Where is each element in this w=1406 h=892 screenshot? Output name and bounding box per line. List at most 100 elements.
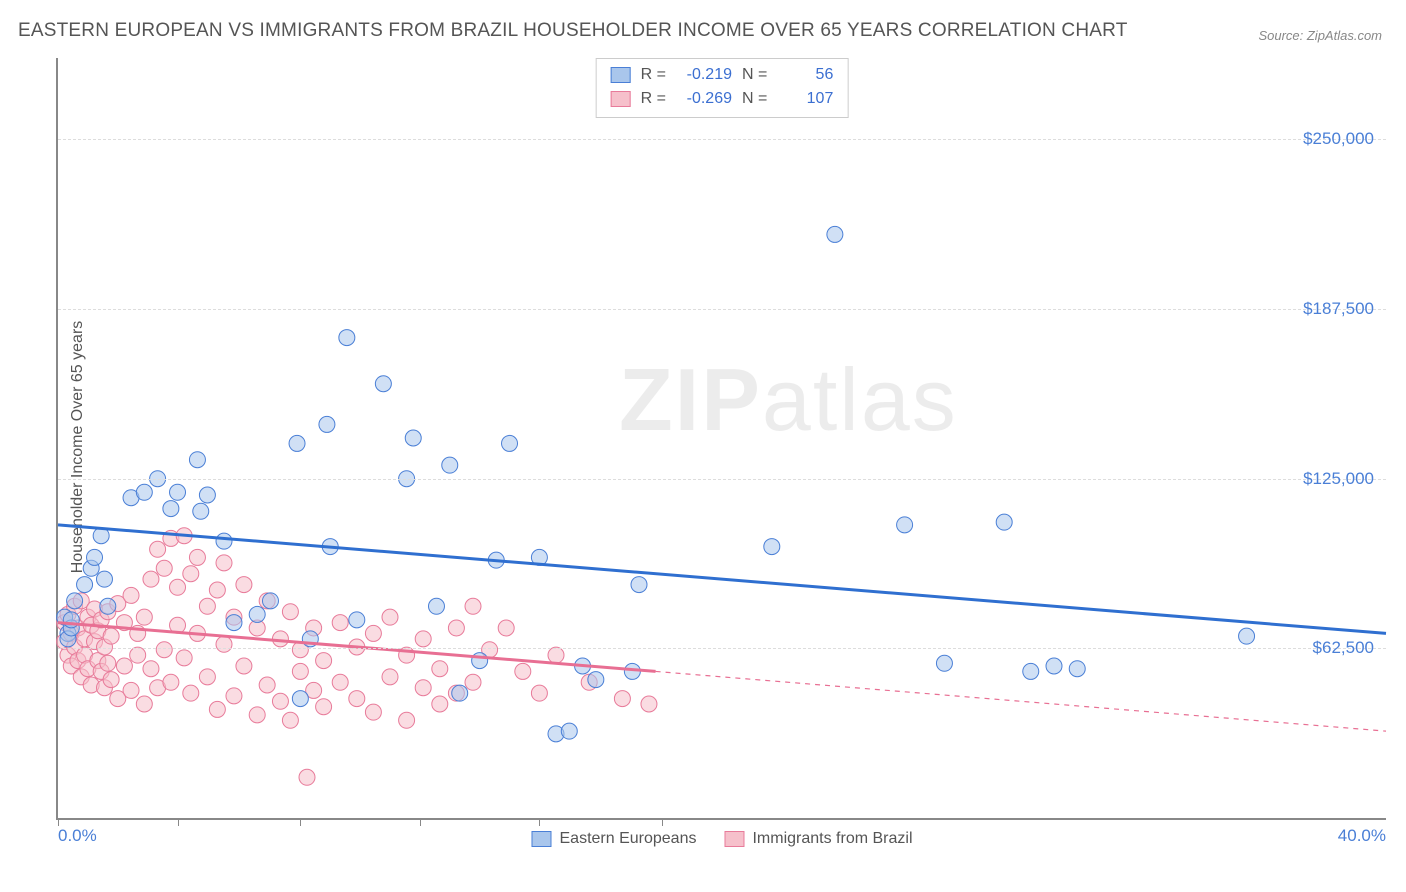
gridline (58, 309, 1386, 310)
scatter-point (1046, 658, 1062, 674)
scatter-point (614, 691, 630, 707)
scatter-point (428, 598, 444, 614)
scatter-point (452, 685, 468, 701)
x-tick (539, 818, 540, 826)
scatter-point (183, 566, 199, 582)
scatter-point (405, 430, 421, 446)
scatter-point (399, 712, 415, 728)
scatter-point (136, 484, 152, 500)
scatter-point (100, 655, 116, 671)
scatter-point (432, 696, 448, 712)
scatter-point (588, 672, 604, 688)
scatter-point (316, 653, 332, 669)
scatter-point (502, 435, 518, 451)
scatter-point (316, 699, 332, 715)
scatter-point (216, 636, 232, 652)
scatter-point (156, 560, 172, 576)
scatter-point (349, 612, 365, 628)
scatter-point (465, 598, 481, 614)
scatter-point (472, 653, 488, 669)
legend: Eastern Europeans Immigrants from Brazil (531, 830, 912, 848)
scatter-point (442, 457, 458, 473)
scatter-point (189, 452, 205, 468)
y-tick-label: $62,500 (1313, 638, 1374, 658)
scatter-point (143, 571, 159, 587)
legend-label-blue: Eastern Europeans (559, 830, 696, 848)
scatter-point (193, 503, 209, 519)
chart-svg (58, 58, 1386, 818)
scatter-point (827, 226, 843, 242)
legend-label-pink: Immigrants from Brazil (752, 830, 912, 848)
scatter-point (259, 677, 275, 693)
scatter-point (236, 658, 252, 674)
scatter-point (209, 701, 225, 717)
gridline (58, 139, 1386, 140)
scatter-point (382, 609, 398, 625)
scatter-point (1069, 661, 1085, 677)
scatter-point (292, 691, 308, 707)
scatter-point (631, 577, 647, 593)
scatter-point (996, 514, 1012, 530)
scatter-point (365, 625, 381, 641)
scatter-point (282, 604, 298, 620)
scatter-point (448, 620, 464, 636)
scatter-point (100, 598, 116, 614)
scatter-point (641, 696, 657, 712)
scatter-point (1023, 663, 1039, 679)
scatter-point (339, 330, 355, 346)
scatter-point (216, 533, 232, 549)
scatter-point (515, 663, 531, 679)
scatter-point (332, 615, 348, 631)
scatter-point (67, 593, 83, 609)
legend-swatch-blue-icon (531, 831, 551, 847)
scatter-point (163, 501, 179, 517)
y-tick-label: $187,500 (1303, 299, 1374, 319)
scatter-point (415, 680, 431, 696)
scatter-point (897, 517, 913, 533)
scatter-point (319, 416, 335, 432)
scatter-point (209, 582, 225, 598)
scatter-point (292, 663, 308, 679)
scatter-point (199, 669, 215, 685)
scatter-point (764, 539, 780, 555)
scatter-point (103, 672, 119, 688)
scatter-point (103, 628, 119, 644)
scatter-point (123, 682, 139, 698)
x-tick (178, 818, 179, 826)
scatter-point (77, 577, 93, 593)
scatter-point (143, 661, 159, 677)
scatter-point (332, 674, 348, 690)
scatter-point (415, 631, 431, 647)
chart-title: EASTERN EUROPEAN VS IMMIGRANTS FROM BRAZ… (18, 20, 1128, 42)
x-tick (58, 818, 59, 826)
scatter-point (465, 674, 481, 690)
trend-line (656, 671, 1386, 731)
gridline (58, 648, 1386, 649)
scatter-point (249, 606, 265, 622)
legend-item-pink: Immigrants from Brazil (724, 830, 912, 848)
x-tick (662, 818, 663, 826)
gridline (58, 479, 1386, 480)
scatter-point (87, 549, 103, 565)
legend-swatch-pink-icon (724, 831, 744, 847)
scatter-point (176, 650, 192, 666)
scatter-point (123, 587, 139, 603)
scatter-point (170, 484, 186, 500)
x-axis-min-label: 0.0% (58, 826, 97, 846)
scatter-point (282, 712, 298, 728)
scatter-point (199, 598, 215, 614)
source-label: Source: ZipAtlas.com (1258, 28, 1382, 43)
scatter-point (130, 647, 146, 663)
scatter-point (382, 669, 398, 685)
scatter-point (189, 549, 205, 565)
y-tick-label: $250,000 (1303, 129, 1374, 149)
scatter-point (226, 615, 242, 631)
scatter-point (548, 647, 564, 663)
scatter-point (561, 723, 577, 739)
scatter-point (199, 487, 215, 503)
scatter-point (136, 696, 152, 712)
legend-item-blue: Eastern Europeans (531, 830, 696, 848)
scatter-point (432, 661, 448, 677)
scatter-point (365, 704, 381, 720)
scatter-point (289, 435, 305, 451)
